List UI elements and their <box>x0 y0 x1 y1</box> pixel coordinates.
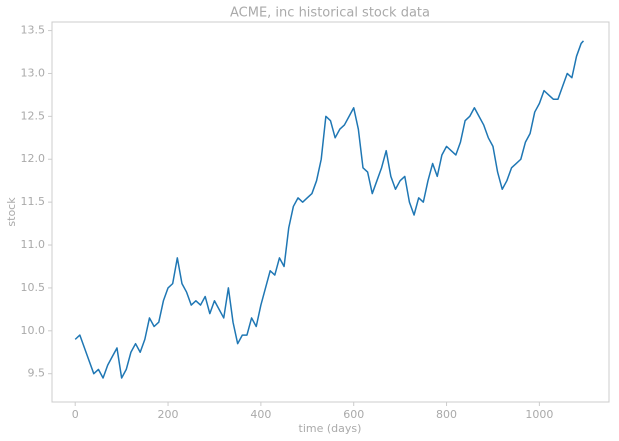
x-tick-label: 1000 <box>525 408 553 421</box>
y-tick-label: 9.5 <box>28 367 46 380</box>
x-tick-label: 400 <box>250 408 271 421</box>
price-line <box>74 40 585 379</box>
plot-frame <box>51 21 610 403</box>
y-tick-label: 13.0 <box>21 66 46 79</box>
x-axis-label: time (days) <box>299 422 362 435</box>
y-tick-label: 12.5 <box>21 109 46 122</box>
y-tick-label: 13.5 <box>21 24 46 37</box>
y-tick-label: 10.0 <box>21 324 46 337</box>
y-axis-label: stock <box>5 197 18 227</box>
x-tick-label: 0 <box>72 408 79 421</box>
x-tick-label: 600 <box>343 408 364 421</box>
y-tick-label: 10.5 <box>21 281 46 294</box>
x-tick-label: 800 <box>436 408 457 421</box>
y-tick-label: 12.0 <box>21 152 46 165</box>
y-tick-label: 11.0 <box>21 238 46 251</box>
x-tick-label: 200 <box>158 408 179 421</box>
y-tick-label: 11.5 <box>21 195 46 208</box>
chart-title: ACME, inc historical stock data <box>230 6 430 21</box>
